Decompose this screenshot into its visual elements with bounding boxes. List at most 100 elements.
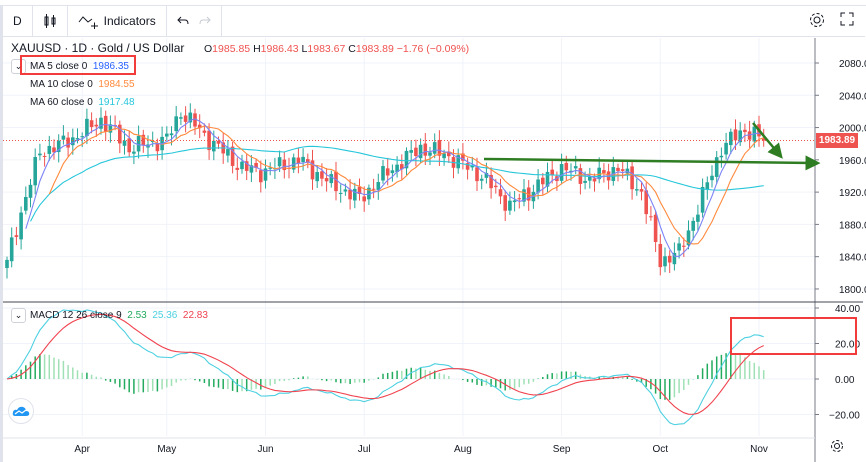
macd-tick-label: 0.00 [835, 375, 855, 386]
candle-body [52, 147, 56, 153]
candle-body [240, 161, 244, 170]
candle-body [66, 137, 70, 148]
study-ma10[interactable]: MA 10 close 0 1984.55 [30, 79, 135, 90]
candle-body [42, 155, 47, 157]
settings-gear-icon[interactable] [808, 11, 826, 32]
candle-body [28, 184, 33, 198]
candle-body [653, 214, 658, 243]
candle-body [174, 116, 178, 132]
open-value: 1985.85 [212, 43, 251, 55]
annotation-box-macd [730, 317, 857, 355]
undo-icon[interactable] [176, 16, 189, 26]
candle-body [484, 172, 489, 178]
candle-body [216, 140, 221, 144]
candle-body [357, 186, 362, 194]
cloud-icon[interactable] [8, 398, 34, 424]
ma5-line [25, 118, 764, 258]
redo-icon[interactable] [199, 16, 211, 26]
indicators-button[interactable]: Indicators [68, 5, 167, 37]
candle-body [353, 188, 357, 201]
candle-body [583, 180, 587, 183]
candle-body [244, 161, 249, 171]
last-price-tag: 1983.89 [816, 133, 858, 148]
candle-body [329, 174, 334, 184]
candle-body [747, 131, 752, 140]
diagonal-trendline-arrow [752, 122, 783, 159]
candle-body [649, 216, 653, 218]
candle-body [512, 200, 517, 203]
price-tick-label: 2080.00 [839, 59, 866, 70]
candle-body [5, 259, 9, 268]
fullscreen-icon[interactable] [840, 12, 854, 29]
time-tick-label: Oct [653, 444, 669, 455]
time-tick-label: Apr [74, 444, 90, 455]
axis-settings-icon[interactable] [829, 438, 845, 457]
candle-body [254, 162, 258, 168]
candle-body [663, 256, 667, 267]
candle-body [80, 136, 84, 138]
candle-body [371, 188, 376, 190]
candle-body [390, 170, 395, 174]
candle-body [71, 137, 75, 146]
candle-body [432, 142, 437, 154]
candle-body [277, 157, 282, 167]
candle-body [470, 165, 475, 168]
candle-body [202, 130, 207, 133]
chart-canvas[interactable]: 2080.00 2040.00 2000.00 1960.00 1920.00 1880.… [3, 38, 866, 462]
candle-body [630, 166, 634, 190]
interval-label: D [13, 14, 22, 28]
price-tick-label: 1880.00 [839, 220, 866, 231]
chart-toolbar: D Indicators [3, 5, 865, 37]
open-key: O [204, 43, 213, 55]
interval-button[interactable]: D [3, 5, 33, 37]
time-tick-label: Jun [257, 444, 273, 455]
macd-line [6, 309, 764, 426]
collapse-macd-button[interactable]: ⌄ [11, 308, 26, 323]
candle-body [522, 189, 526, 202]
collapse-legend-button[interactable]: ⌄ [11, 59, 26, 74]
study-ma60[interactable]: MA 60 close 0 1917.48 [30, 97, 135, 108]
candle-body [729, 131, 733, 146]
candle-body [475, 167, 479, 182]
price-tick-label: 1960.00 [839, 156, 866, 167]
candle-body [268, 167, 272, 169]
candle-body [56, 140, 61, 153]
chart-type-button[interactable] [33, 5, 68, 37]
price-tick-label: 2000.00 [839, 124, 866, 135]
candle-body [118, 124, 122, 144]
candle-body [291, 157, 296, 170]
candle-body [592, 178, 597, 182]
macd-hist-value: 2.53 [127, 310, 147, 321]
candle-body [395, 164, 399, 172]
candle-body [667, 255, 672, 263]
signal-line [6, 313, 764, 415]
candle-body [705, 182, 710, 190]
study-value: 1984.55 [98, 79, 135, 90]
price-tick-label: 2040.00 [839, 91, 866, 102]
candle-body [132, 151, 136, 154]
candle-body [602, 170, 606, 174]
candle-body [616, 167, 620, 172]
candle-body [489, 174, 493, 189]
candle-body [724, 142, 728, 155]
candle-body [179, 117, 183, 119]
candle-body [85, 118, 89, 137]
candle-body [550, 169, 554, 175]
candle-body [494, 185, 498, 188]
study-macd[interactable]: MACD 12 26 close 9 2.53 25.36 22.83 [30, 310, 208, 321]
low-value: 1983.67 [307, 43, 346, 55]
candle-body [263, 168, 268, 181]
change-value: −1.76 (−0.09%) [396, 43, 470, 55]
candle-body [686, 230, 691, 246]
time-tick-label: Nov [750, 444, 768, 455]
horizontal-trendline-arrow [483, 155, 821, 171]
undo-redo-group [167, 5, 222, 37]
study-ma5[interactable]: MA 5 close 0 1986.35 [30, 61, 129, 72]
candle-body [597, 167, 601, 180]
time-tick-label: Jul [358, 444, 371, 455]
candle-body [150, 141, 155, 143]
candle-body [320, 171, 324, 179]
candle-body [442, 153, 446, 159]
candle-body [541, 177, 545, 185]
candle-body [324, 178, 329, 182]
